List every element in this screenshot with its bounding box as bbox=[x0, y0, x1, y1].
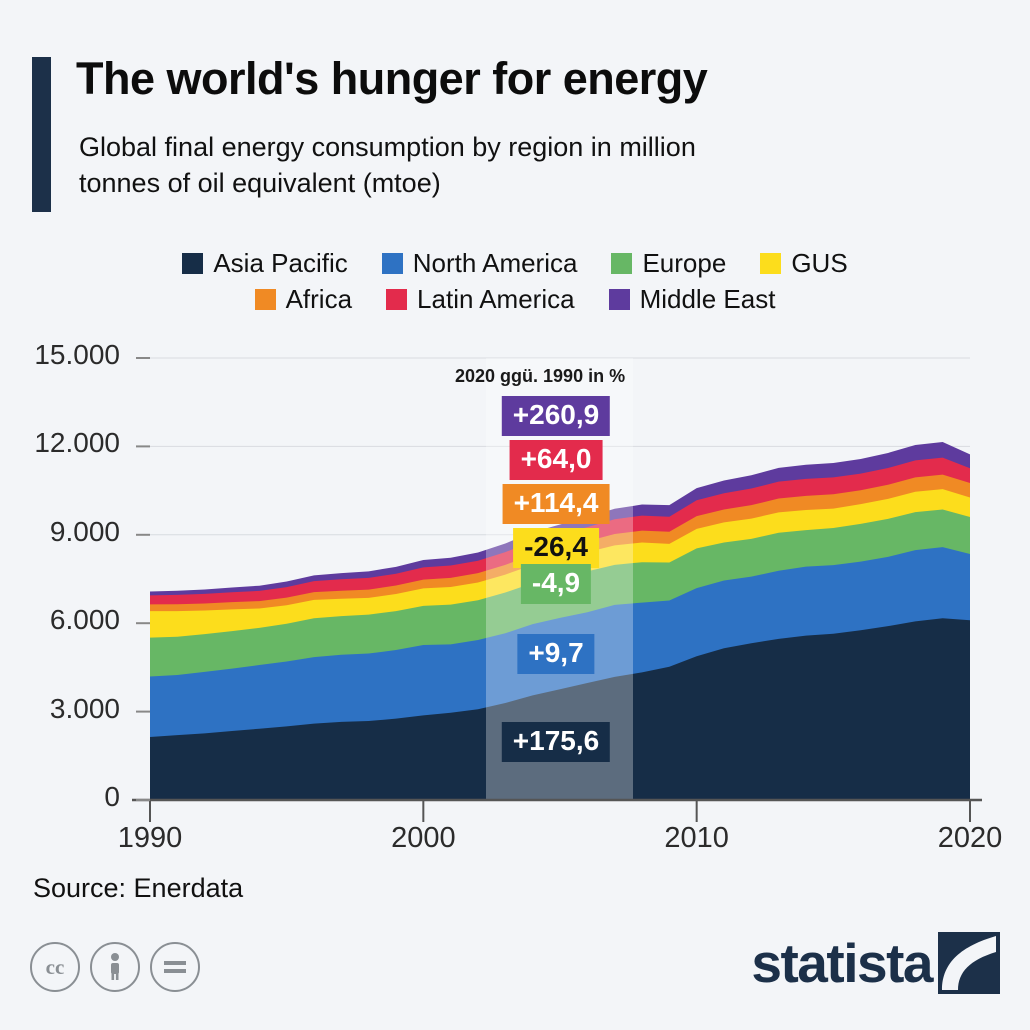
annotation-header: 2020 ggü. 1990 in % bbox=[455, 366, 626, 386]
annotation-label-latin-america: +64,0 bbox=[509, 440, 603, 480]
legend-swatch-icon bbox=[608, 289, 630, 310]
legend-item-gus[interactable]: GUS bbox=[760, 248, 848, 279]
legend-item-latin-america[interactable]: Latin America bbox=[386, 284, 575, 315]
chart-axes bbox=[132, 357, 982, 822]
creative-commons-icons: cc bbox=[30, 942, 200, 992]
legend-item-north-america[interactable]: North America bbox=[381, 248, 578, 279]
annotation-label-middle-east: +260,9 bbox=[501, 396, 611, 436]
y-tick-label: 15.000 bbox=[34, 339, 120, 370]
legend-swatch-icon bbox=[381, 253, 403, 274]
legend-row-2: Africa Latin America Middle East bbox=[0, 284, 1030, 315]
title-accent-bar bbox=[32, 57, 51, 212]
source-note: Source: Enerdata bbox=[33, 873, 244, 903]
statista-logo[interactable]: statista bbox=[751, 932, 1000, 994]
y-tick-label: 6.000 bbox=[49, 604, 120, 636]
statista-wordmark: statista bbox=[751, 931, 933, 994]
legend-item-label: Middle East bbox=[639, 284, 776, 314]
annotation-label-gus: -26,4 bbox=[513, 528, 599, 568]
page-title: The world's hunger for energy bbox=[76, 53, 708, 104]
legend-item-middle-east[interactable]: Middle East bbox=[608, 284, 776, 315]
legend-swatch-icon bbox=[254, 289, 276, 310]
legend-item-label: Africa bbox=[285, 284, 353, 314]
legend-swatch-icon bbox=[182, 253, 204, 274]
legend-item-label: Asia Pacific bbox=[213, 248, 348, 278]
equals-glyph bbox=[164, 961, 186, 973]
annotation-label-europe: -4,9 bbox=[520, 564, 592, 604]
legend-item-label: North America bbox=[412, 248, 578, 278]
legend-swatch-icon bbox=[386, 289, 408, 310]
cc-by-person-icon[interactable] bbox=[90, 942, 140, 992]
legend-item-africa[interactable]: Africa bbox=[254, 284, 353, 315]
legend-row-1: Asia Pacific North America Europe GUS bbox=[0, 248, 1030, 279]
y-tick-label: 12.000 bbox=[34, 427, 120, 459]
cc-icon[interactable]: cc bbox=[30, 942, 80, 992]
legend-item-label: Europe bbox=[642, 248, 727, 278]
page-subtitle: Global final energy consumption by regio… bbox=[79, 132, 696, 198]
y-tick-label: 0 bbox=[104, 781, 120, 812]
legend-item-asia-pacific[interactable]: Asia Pacific bbox=[182, 248, 348, 279]
legend-item-europe[interactable]: Europe bbox=[611, 248, 726, 279]
x-tick-label: 2020 bbox=[937, 822, 1003, 854]
cc-nd-equals-icon[interactable] bbox=[150, 942, 200, 992]
legend-item-label: Latin America bbox=[417, 284, 575, 314]
legend-swatch-icon bbox=[760, 253, 782, 274]
legend-swatch-icon bbox=[611, 253, 633, 274]
x-tick-label: 2010 bbox=[664, 822, 729, 854]
x-tick-label: 1990 bbox=[117, 822, 183, 854]
annotation-label-asia-pacific: +175,6 bbox=[501, 722, 611, 762]
area-series-asia-pacific bbox=[150, 618, 970, 800]
annotation-label-africa: +114,4 bbox=[502, 484, 610, 524]
chart-legend: Asia Pacific North America Europe GUS Afric… bbox=[0, 248, 1030, 320]
statista-mark-icon bbox=[938, 932, 1000, 994]
legend-item-label: GUS bbox=[791, 248, 848, 278]
y-tick-label: 9.000 bbox=[49, 515, 120, 547]
person-glyph bbox=[111, 953, 119, 980]
y-tick-label: 3.000 bbox=[49, 692, 120, 724]
x-tick-label: 2000 bbox=[391, 822, 456, 854]
annotation-label-north-america: +9,7 bbox=[517, 634, 595, 674]
